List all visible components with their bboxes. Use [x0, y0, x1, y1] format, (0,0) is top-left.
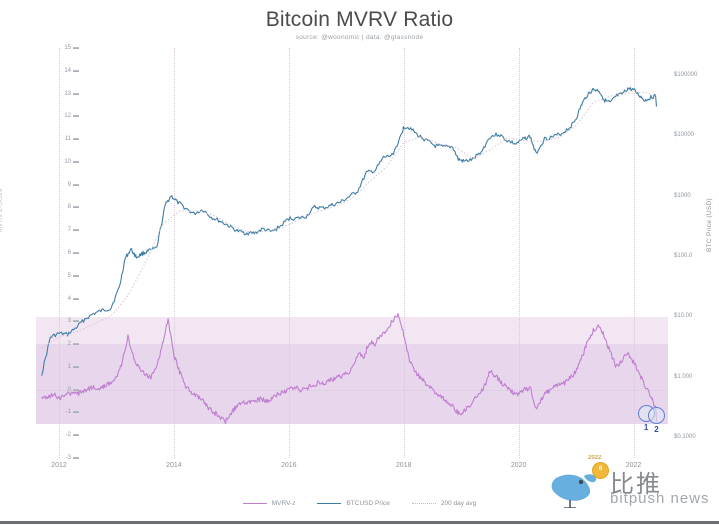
- y-tick-left: 6 ▬: [67, 250, 79, 256]
- y-tick-left: 4 ▬: [67, 295, 79, 302]
- y-tick-right: $10.00: [674, 313, 693, 320]
- legend-label: BTCUSD Price: [346, 500, 390, 507]
- y-tick-left: 5 ▬: [67, 272, 79, 279]
- y-tick-right: $1.000: [674, 373, 693, 380]
- vertical-gridline: [173, 48, 175, 458]
- y-tick-left: 3 ▬: [67, 318, 79, 325]
- watermark-cn-text: 比推: [610, 470, 662, 498]
- y-axis-right-title: BTC Price (USD): [706, 198, 713, 252]
- annotation-number: 2: [654, 425, 659, 435]
- page-title: Bitcoin MVRV Ratio: [265, 8, 454, 31]
- watermark-badge: 6: [592, 462, 609, 479]
- y-tick-right: $0.1000: [674, 433, 696, 440]
- series-line-btcusd-price: [41, 86, 658, 376]
- legend-item-200day[interactable]: 200 day avg: [411, 500, 477, 507]
- legend-swatch-line-icon: [242, 503, 267, 504]
- y-tick-left: 1 ▬: [67, 363, 79, 370]
- y-tick-left: 10 ▬: [64, 158, 79, 165]
- y-tick-left: 13 ▬: [64, 90, 79, 97]
- y-tick-left: -1 ▬: [65, 409, 79, 416]
- vertical-gridline: [403, 48, 405, 458]
- x-tick: 2016: [281, 462, 297, 469]
- legend-item-btcusd[interactable]: BTCUSD Price: [317, 500, 390, 507]
- x-tick: 2020: [510, 462, 527, 469]
- vertical-gridline: [58, 48, 60, 458]
- chart-subtitle: source: @woonomic | data: @glassnode: [295, 34, 424, 41]
- y-tick-left: 11 ▬: [64, 136, 79, 143]
- y-tick-left: -3 ▬: [65, 455, 79, 461]
- annotation-marker-2[interactable]: 2: [648, 407, 665, 434]
- watermark-badge-number: 6: [598, 466, 603, 472]
- x-tick: 2018: [395, 462, 412, 469]
- y-tick-left: 12 ▬: [64, 113, 79, 120]
- y-tick-left: 0 ▬: [67, 386, 79, 393]
- y-tick-right: $1000: [674, 192, 691, 199]
- y-tick-right: $100000: [674, 72, 698, 79]
- watermark: 2022 6 比推 bitpush news: [548, 455, 713, 522]
- y-tick-left: 9 ▬: [67, 181, 79, 188]
- series-line-mvrv-z: [41, 312, 658, 425]
- shaded-band-upper-band: [36, 316, 668, 345]
- bottom-rule: [0, 521, 719, 524]
- plot-canvas: [36, 48, 668, 458]
- series-layer: [41, 86, 658, 425]
- vertical-gridline: [518, 48, 520, 458]
- y-tick-right: $100.0: [674, 253, 693, 259]
- y-axis-left-title: MVRV Z-Score: [0, 188, 4, 232]
- x-tick: 2022: [625, 462, 642, 469]
- vertical-gridline: [288, 48, 290, 458]
- annotation-number: 1: [643, 423, 649, 433]
- legend-swatch-line-icon: [317, 503, 342, 504]
- plot-area: [36, 48, 668, 458]
- legend-label: MVRV-z: [271, 500, 296, 507]
- y-tick-left: 14 ▬: [64, 67, 79, 74]
- y-tick-left: 15 ▬: [64, 45, 79, 51]
- y-tick-left: -2 ▬: [65, 432, 79, 439]
- series-line-200-day-avg: [41, 91, 657, 349]
- zero-gridline: [36, 389, 668, 391]
- y-tick-left: 8 ▬: [67, 204, 79, 211]
- legend-label: 200 day avg: [440, 500, 477, 507]
- y-tick-left: 2 ▬: [67, 341, 79, 348]
- y-tick-left: 7 ▬: [67, 227, 79, 234]
- vertical-gridline: [633, 48, 635, 458]
- chart-legend: MVRV-z BTCUSD Price 200 day avg: [0, 500, 719, 507]
- y-tick-right: $10000: [674, 132, 695, 139]
- legend-item-mvrv[interactable]: MVRV-z: [242, 500, 296, 507]
- x-tick: 2014: [166, 462, 182, 469]
- annotation-circle-icon: [648, 407, 665, 425]
- x-tick: 2012: [51, 462, 67, 469]
- legend-swatch-dotted-icon: [411, 503, 436, 504]
